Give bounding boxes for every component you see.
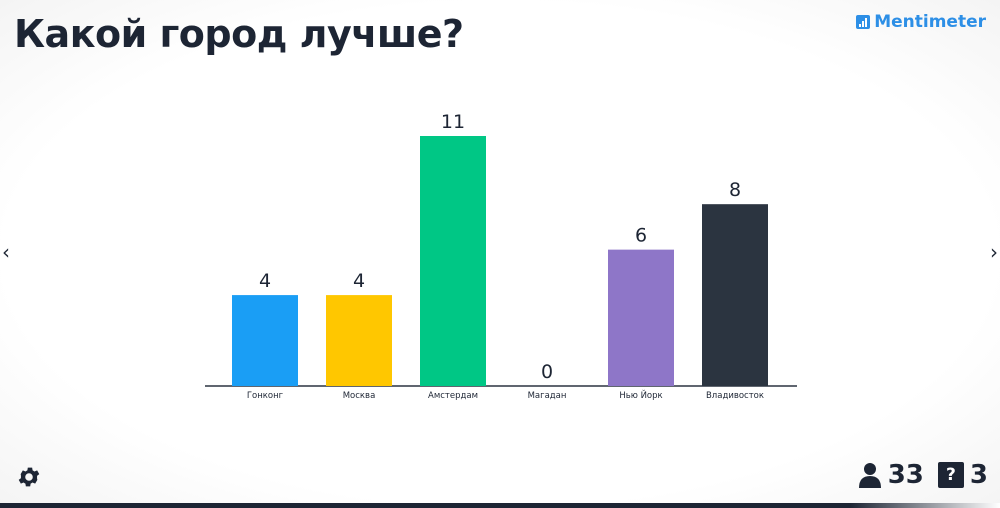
person-icon — [858, 463, 881, 488]
bar-value-label: 0 — [541, 361, 553, 383]
questions-stat: ? 3 — [937, 460, 988, 490]
category-label: Владивосток — [706, 391, 764, 401]
brand-logo: Mentimeter — [856, 12, 986, 32]
category-label: Москва — [343, 391, 376, 401]
bar-2 — [326, 295, 392, 386]
bar-6 — [702, 204, 768, 386]
category-label: Магадан — [528, 391, 567, 401]
category-label: Гонконг — [247, 391, 284, 401]
category-label: Амстердам — [428, 391, 478, 401]
progress-bar — [0, 503, 1000, 508]
brand-name: Mentimeter — [874, 12, 986, 32]
session-stats: 33 ? 3 — [858, 460, 988, 490]
participants-stat: 33 — [858, 460, 924, 490]
chevron-left-icon[interactable]: ‹ — [2, 240, 10, 264]
slide-title: Какой город лучше? — [14, 12, 464, 56]
gear-icon[interactable] — [16, 464, 42, 490]
participants-count: 33 — [887, 460, 924, 490]
bar-value-label: 4 — [259, 270, 271, 292]
bar-3 — [420, 136, 486, 386]
bar-value-label: 6 — [635, 225, 647, 247]
bar-value-label: 11 — [441, 111, 465, 133]
bar-5 — [608, 249, 674, 386]
bar-value-label: 8 — [729, 179, 741, 201]
category-label: Нью Йорк — [619, 389, 662, 401]
bar-value-label: 4 — [353, 270, 365, 292]
questions-count: 3 — [969, 460, 988, 490]
question-box-icon: ? — [937, 462, 964, 488]
chevron-right-icon[interactable]: › — [990, 240, 998, 264]
bar-1 — [232, 295, 298, 386]
mentimeter-logo-icon — [856, 15, 871, 29]
